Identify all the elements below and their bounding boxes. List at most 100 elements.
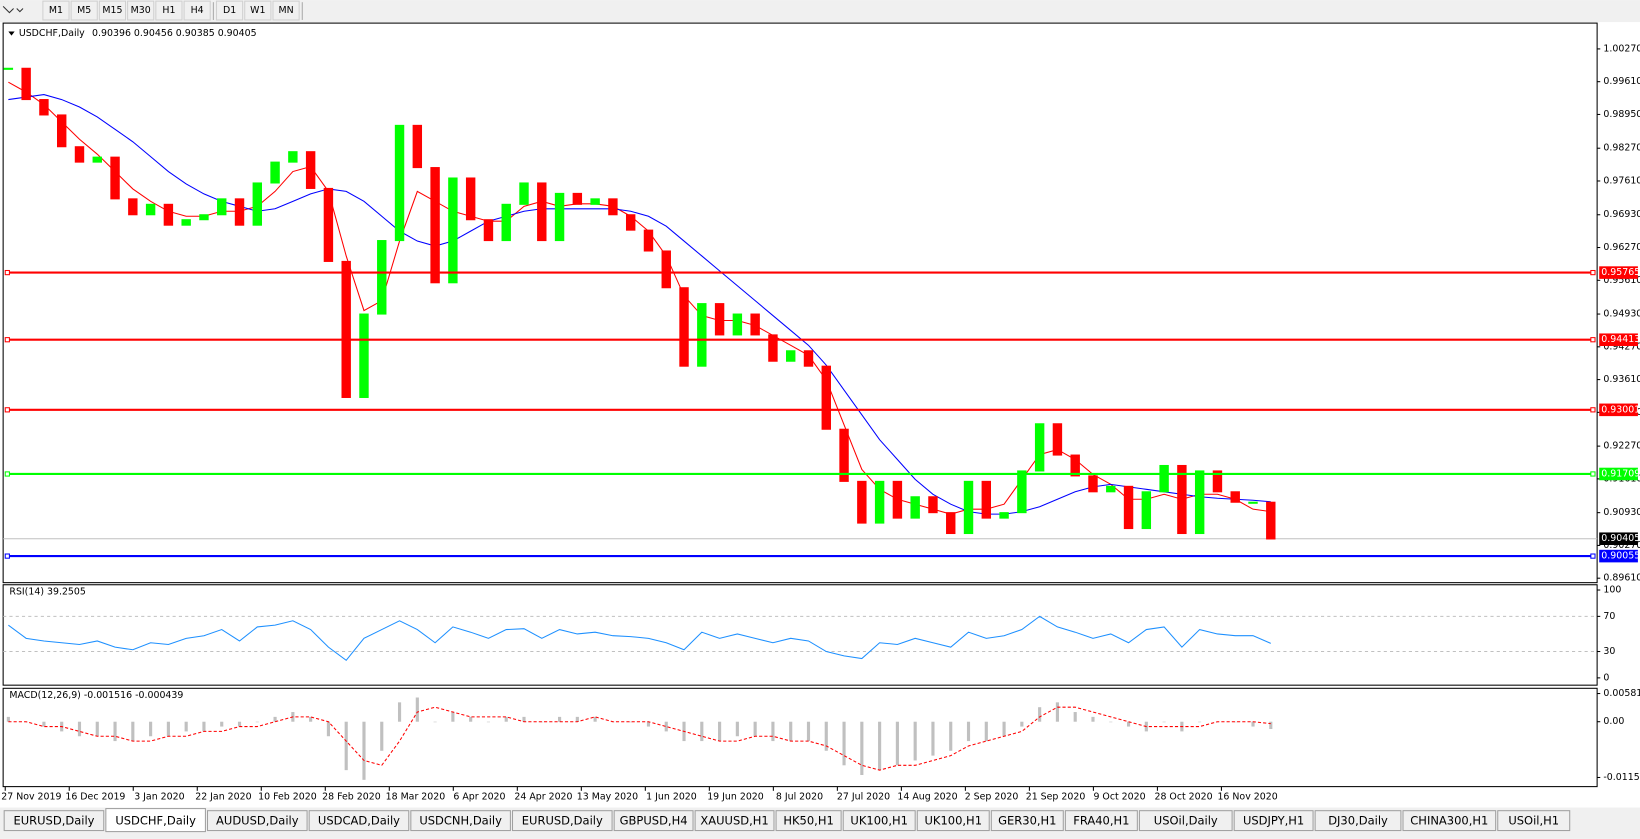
candle	[661, 250, 671, 289]
candle	[1194, 470, 1205, 535]
tab-label[interactable]: USDJPY,H1	[1243, 814, 1304, 828]
level-label-bg	[1599, 266, 1638, 279]
tab[interactable]: EURUSD,Daily	[511, 810, 613, 832]
timeframe-label[interactable]: MN	[278, 5, 293, 16]
tab-bg[interactable]	[694, 810, 775, 832]
last-price-label: 0.90405	[1601, 533, 1640, 544]
tab[interactable]: GER30,H1	[990, 810, 1064, 832]
timeframe-button[interactable]	[215, 0, 244, 21]
timeframe-button[interactable]	[98, 0, 127, 21]
timeframe-label[interactable]: H4	[191, 5, 204, 16]
tab-label[interactable]: AUDUSD,Daily	[216, 814, 299, 828]
tab-label[interactable]: USDCNH,Daily	[419, 814, 502, 828]
tab-bg[interactable]	[1233, 810, 1314, 832]
timeframe-button[interactable]	[70, 0, 98, 21]
macd-bar	[878, 721, 882, 771]
timeframe-button[interactable]	[127, 0, 155, 21]
level-label-bg	[1599, 403, 1638, 417]
tab[interactable]: UK100,H1	[916, 810, 990, 832]
candle	[1017, 470, 1027, 514]
timeframe-button[interactable]	[155, 0, 183, 21]
tab-bg[interactable]	[1402, 810, 1497, 832]
tab-bg[interactable]	[1138, 810, 1233, 832]
tab-label[interactable]: USDCHF,Daily	[115, 814, 196, 828]
tab-bg[interactable]	[105, 808, 206, 833]
tab[interactable]: UK100,H1	[842, 810, 916, 832]
timeframe-label[interactable]: D1	[223, 5, 236, 16]
timeframe-label[interactable]: W1	[250, 5, 265, 16]
timeframe-button[interactable]	[244, 0, 272, 21]
level-handle	[1590, 337, 1596, 343]
tab[interactable]: USDJPY,H1	[1233, 810, 1314, 832]
tab[interactable]: USDCAD,Daily	[308, 810, 410, 832]
y-tick-label: 0.96270	[1603, 242, 1640, 253]
timeframe-label[interactable]: M1	[49, 5, 63, 16]
tab-bg[interactable]	[990, 810, 1064, 832]
tab-bg[interactable]	[206, 810, 308, 832]
tab[interactable]: USOil,Daily	[1138, 810, 1233, 832]
tab-bg[interactable]	[775, 810, 842, 832]
timeframe-label[interactable]: M30	[131, 5, 151, 16]
tab-bg[interactable]	[308, 810, 410, 832]
tab-bg[interactable]	[1314, 810, 1402, 832]
y-tick-label: 0.94930	[1603, 309, 1640, 320]
macd-pane	[2, 687, 1598, 788]
candle	[1177, 464, 1187, 535]
timeframe-label[interactable]: M5	[77, 5, 91, 16]
tab-bg[interactable]	[410, 810, 511, 832]
tab[interactable]: HK50,H1	[775, 810, 842, 832]
tab-label[interactable]: DJ30,Daily	[1328, 814, 1388, 828]
candle	[1034, 423, 1045, 472]
tab-label[interactable]: CHINA300,H1	[1410, 814, 1488, 828]
collapse-icon[interactable]	[8, 31, 15, 36]
tab[interactable]: USDCHF,Daily	[105, 808, 206, 833]
timeframe-label[interactable]: H1	[162, 5, 175, 16]
tab[interactable]: EURUSD,Daily	[3, 810, 105, 832]
tab[interactable]: DJ30,Daily	[1314, 810, 1402, 832]
macd-bar	[949, 721, 953, 751]
tab-bg[interactable]	[1497, 810, 1571, 832]
candle	[341, 260, 351, 398]
tab[interactable]: CHINA300,H1	[1402, 810, 1497, 832]
tab-bg[interactable]	[3, 810, 105, 832]
tab-label[interactable]: XAUUSD,H1	[700, 814, 768, 828]
x-tick-label: 21 Sep 2020	[1026, 792, 1086, 803]
tab-label[interactable]: USOil,H1	[1508, 814, 1559, 828]
tab[interactable]: FRA40,H1	[1064, 810, 1138, 832]
candle	[110, 156, 120, 200]
tab[interactable]: USOil,H1	[1497, 810, 1571, 832]
candle	[1248, 501, 1258, 504]
tab-bg[interactable]	[842, 810, 916, 832]
tab[interactable]: USDCNH,Daily	[410, 810, 511, 832]
toolbar-icon[interactable]	[2, 5, 24, 14]
tab[interactable]: XAUUSD,H1	[694, 810, 775, 832]
tab-bg[interactable]	[1064, 810, 1138, 832]
tab[interactable]: AUDUSD,Daily	[206, 810, 308, 832]
candle	[714, 303, 725, 336]
timeframe-label[interactable]: M15	[102, 5, 122, 16]
candle	[750, 313, 760, 336]
tab-label[interactable]: UK100,H1	[850, 814, 908, 828]
tab-bg[interactable]	[511, 810, 613, 832]
candle	[537, 182, 547, 242]
tab-label[interactable]: HK50,H1	[783, 814, 833, 828]
timeframe-button[interactable]	[183, 0, 211, 21]
tab-label[interactable]: USDCAD,Daily	[318, 814, 400, 828]
candle	[1070, 454, 1080, 477]
timeframe-button[interactable]	[272, 0, 300, 21]
tab-label[interactable]: USOil,Daily	[1154, 814, 1218, 828]
tab-label[interactable]: GBPUSD,H4	[620, 814, 688, 828]
tab-bg[interactable]	[916, 810, 990, 832]
tab-label[interactable]: FRA40,H1	[1073, 814, 1129, 828]
macd-bar	[1126, 721, 1131, 727]
timeframe-button[interactable]	[42, 0, 70, 21]
y-tick-label: 0.93610	[1603, 374, 1640, 385]
macd-bar	[664, 721, 668, 732]
tab[interactable]: GBPUSD,H4	[613, 810, 694, 832]
y-tick-label: 0	[1603, 672, 1609, 683]
tab-label[interactable]: EURUSD,Daily	[522, 814, 603, 828]
tab-label[interactable]: GER30,H1	[998, 814, 1056, 828]
tab-bg[interactable]	[613, 810, 694, 832]
tab-label[interactable]: EURUSD,Daily	[13, 814, 94, 828]
tab-label[interactable]: UK100,H1	[924, 814, 982, 828]
